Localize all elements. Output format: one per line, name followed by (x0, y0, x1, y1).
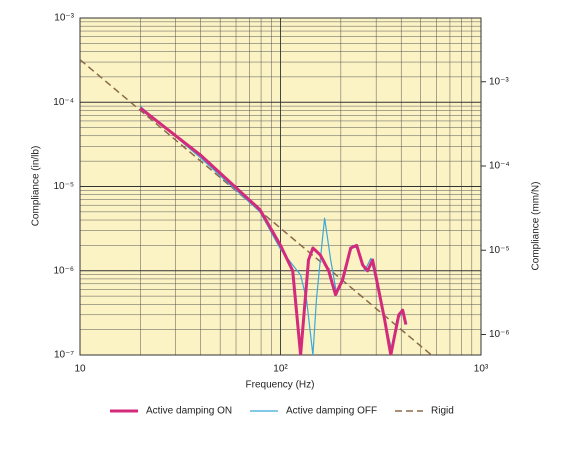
y-axis-label: Compliance (in/lb) (31, 146, 42, 227)
plot-frame (79, 17, 482, 356)
y2-tick-label: 10⁻⁵ (489, 245, 510, 256)
legend-label: Active damping ON (146, 406, 232, 417)
y-tick-label: 10⁻⁴ (53, 97, 74, 108)
y-tick-label: 10⁻⁷ (54, 350, 74, 361)
y-tick-label: 10⁻⁶ (53, 265, 74, 276)
y2-axis-label: Compliance (mm/N) (531, 182, 542, 271)
y2-tick-label: 10⁻⁴ (489, 161, 510, 172)
x-axis-label: Frequency (Hz) (246, 380, 315, 391)
y-tick-label: 10⁻⁵ (53, 181, 74, 192)
x-tick-label: 10² (273, 364, 288, 375)
legend-label: Active damping OFF (286, 406, 377, 417)
x-tick-label: 10 (74, 364, 86, 375)
y-tick-label: 10⁻³ (54, 13, 74, 24)
y2-tick-label: 10⁻⁶ (489, 329, 510, 340)
plot-lines (80, 59, 433, 355)
y2-tick-label: 10⁻³ (489, 76, 509, 87)
data-line (139, 107, 408, 355)
legend-label: Rigid (431, 406, 454, 417)
x-tick-label: 10³ (474, 364, 489, 375)
